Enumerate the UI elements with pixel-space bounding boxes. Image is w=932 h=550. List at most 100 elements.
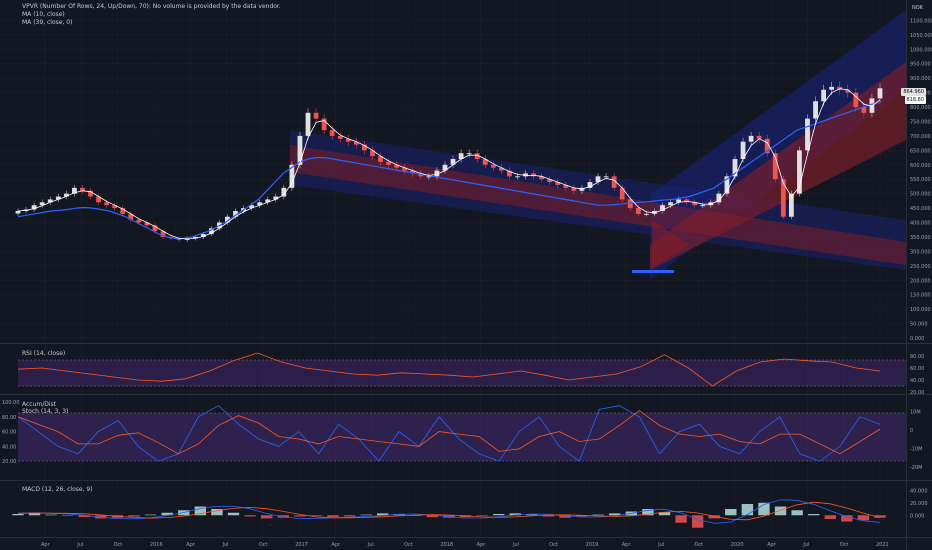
accum-tick-label: -10M <box>910 446 922 452</box>
time-tick-label: Oct <box>840 542 849 548</box>
indicator-axes[interactable]: 80.00 60.00 40.00 20.00 100.00 80.00 60.00 40.0… <box>2 354 928 519</box>
macd-bar <box>741 504 754 516</box>
macd-bar <box>62 515 74 516</box>
ma39-legend[interactable]: MA (39, close, 0) <box>22 19 73 26</box>
time-tick-label: Oct <box>404 542 413 548</box>
rsi-tick-label: 80.00 <box>910 354 924 360</box>
last-price-tag: 864.960 <box>901 88 926 96</box>
macd-bar <box>493 514 505 516</box>
macd-bar <box>807 514 820 516</box>
candle-body <box>144 222 150 226</box>
time-axis[interactable]: Apr Jul Oct 2016 Apr Jul Oct 2017 Apr Jul Oct 2018 A… <box>41 542 889 548</box>
macd-bar <box>227 512 240 516</box>
time-tick-label: Oct <box>549 542 558 548</box>
candlestick-series <box>15 81 883 242</box>
candle-body <box>104 202 110 206</box>
stoch-legend[interactable]: Stoch (14, 3, 3) <box>22 408 69 415</box>
macd-legend[interactable]: MACD (12, 26, close, 9) <box>22 486 93 493</box>
rsi-tick-label: 20.00 <box>910 390 924 396</box>
candle-body <box>345 138 351 142</box>
candle-body <box>71 187 77 194</box>
candle-body <box>772 153 778 180</box>
candle-body <box>136 219 142 223</box>
candle-body <box>474 153 480 160</box>
macd-bar <box>758 502 770 516</box>
macd-bar <box>45 514 57 516</box>
candle-body <box>619 187 625 200</box>
macd-bar <box>509 513 522 516</box>
macd-bar <box>128 515 140 517</box>
candle-body <box>305 112 311 136</box>
time-tick-label: 2017 <box>295 542 308 548</box>
price-axis[interactable]: 1100.0001050.0001000.000950.000900.00085… <box>910 18 932 342</box>
macd-bar <box>708 515 720 519</box>
candle-body <box>684 199 690 203</box>
macd-tick-label: 40.000 <box>910 488 928 494</box>
candle-body <box>595 176 601 183</box>
candle-body <box>192 236 198 239</box>
macd-bar <box>526 514 538 516</box>
rsi-legend[interactable]: RSI (14, close) <box>22 350 66 357</box>
candle-body <box>160 231 166 237</box>
candle-body <box>225 216 230 223</box>
candle-body <box>410 170 416 174</box>
candle-body <box>394 164 400 168</box>
time-tick-label: Apr <box>186 542 196 548</box>
candle-body <box>80 187 85 191</box>
stoch-tick-label: 60.00 <box>2 430 16 436</box>
candle-body <box>152 225 158 232</box>
price-tick-label: 100.000 <box>910 307 931 313</box>
macd-bar <box>95 515 107 519</box>
accum-legend[interactable]: Accum/Dist <box>22 401 57 408</box>
time-tick-label: Jul <box>76 542 83 548</box>
candle-body <box>257 202 263 206</box>
macd-bar <box>841 515 853 522</box>
stoch-tick-label: 100.00 <box>2 400 20 406</box>
time-tick-label: Apr <box>767 542 777 548</box>
macd-histogram <box>12 502 886 528</box>
candle-body <box>788 193 794 217</box>
rsi-band <box>18 360 906 386</box>
candle-body <box>571 187 577 191</box>
macd-bar <box>144 514 157 516</box>
macd-bar <box>658 512 671 516</box>
macd-bar <box>791 510 803 516</box>
candle-body <box>466 153 472 155</box>
macd-bar <box>78 515 91 518</box>
macd-bar <box>592 514 604 516</box>
candle-body <box>829 86 835 90</box>
accum-tick-label: 10M <box>910 409 921 415</box>
time-tick-label: Apr <box>41 542 51 548</box>
ma10-line <box>17 88 881 240</box>
time-tick-label: 2019 <box>586 542 599 548</box>
macd-bar <box>343 515 356 517</box>
macd-bar <box>476 515 488 516</box>
candle-body <box>31 205 37 210</box>
candle-body <box>265 199 271 203</box>
candle-body <box>764 138 770 154</box>
candle-body <box>652 210 657 214</box>
candle-body <box>88 190 93 197</box>
candle-body <box>297 135 303 165</box>
candle-body <box>370 150 375 157</box>
price-tick-label: 950.000 <box>910 62 931 68</box>
candle-body <box>281 187 287 197</box>
candle-body <box>563 184 569 188</box>
time-tick-label: Jul <box>802 542 809 548</box>
candle-body <box>724 176 730 194</box>
time-tick-label: Oct <box>259 542 268 548</box>
candle-body <box>877 88 883 99</box>
price-tick-label: 300.000 <box>910 249 931 255</box>
price-tick-label: 500.000 <box>910 192 931 198</box>
macd-bar <box>426 515 439 518</box>
candle-body <box>490 164 496 168</box>
vpvr-legend[interactable]: VPVR (Number Of Rows, 24, Up/Down, 70): … <box>22 3 281 10</box>
price-tick-label: 1000.000 <box>910 47 932 53</box>
ma10-legend[interactable]: MA (10, close) <box>22 11 65 18</box>
time-tick-label: Oct <box>114 542 123 548</box>
candle-body <box>289 164 295 188</box>
candle-body <box>321 118 327 131</box>
time-tick-label: 2020 <box>731 542 744 548</box>
candle-body <box>668 202 673 206</box>
